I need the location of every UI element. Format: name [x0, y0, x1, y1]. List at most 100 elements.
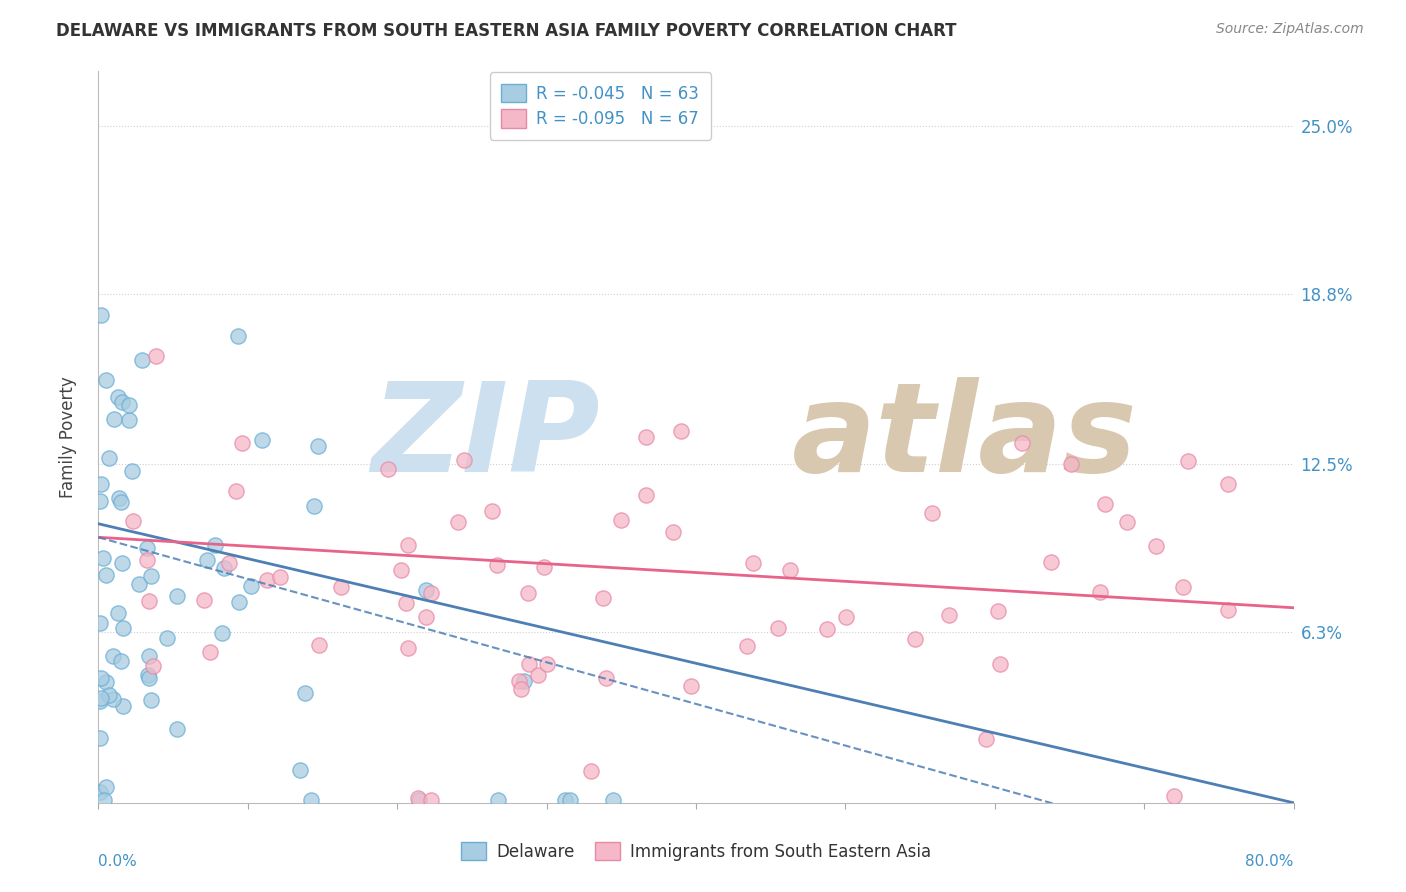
Point [987, 604, 1010, 618]
Point [231, 436, 253, 450]
Point [89, 785, 111, 799]
Point [395, 596, 418, 610]
Point [1115, 516, 1137, 530]
Point [486, 793, 509, 807]
Point [139, 569, 162, 583]
Point [197, 553, 219, 567]
Point [415, 583, 437, 598]
Point [166, 723, 188, 737]
Point [420, 586, 443, 600]
Point [226, 329, 249, 343]
Point [1144, 540, 1167, 554]
Point [453, 452, 475, 467]
Point [766, 621, 789, 635]
Point [741, 557, 763, 571]
Point [516, 586, 538, 600]
Point [138, 594, 160, 608]
Point [481, 504, 503, 518]
Point [735, 639, 758, 653]
Point [193, 592, 215, 607]
Point [138, 648, 160, 663]
Text: DELAWARE VS IMMIGRANTS FROM SOUTH EASTERN ASIA FAMILY POVERTY CORRELATION CHART: DELAWARE VS IMMIGRANTS FROM SOUTH EASTER… [56, 22, 956, 40]
Point [256, 573, 278, 587]
Point [485, 558, 508, 572]
Point [681, 679, 703, 693]
Point [110, 654, 132, 668]
Point [94, 373, 117, 387]
Point [1094, 497, 1116, 511]
Point [636, 430, 658, 444]
Point [97, 688, 120, 702]
Point [128, 577, 150, 591]
Point [212, 560, 235, 574]
Point [1088, 584, 1111, 599]
Point [377, 461, 399, 475]
Point [904, 632, 927, 647]
Point [447, 515, 470, 529]
Y-axis label: Family Poverty: Family Poverty [59, 376, 77, 498]
Point [536, 657, 558, 671]
Point [299, 793, 322, 807]
Point [592, 591, 614, 606]
Point [560, 793, 582, 807]
Point [1218, 477, 1240, 491]
Point [921, 506, 943, 520]
Point [1177, 454, 1199, 468]
Point [118, 413, 141, 427]
Point [294, 686, 316, 700]
Point [329, 580, 352, 594]
Point [94, 780, 117, 795]
Point [90, 309, 112, 323]
Text: Source: ZipAtlas.com: Source: ZipAtlas.com [1216, 22, 1364, 37]
Point [269, 569, 291, 583]
Point [139, 692, 162, 706]
Point [103, 411, 125, 425]
Point [107, 391, 129, 405]
Point [988, 657, 1011, 671]
Point [103, 692, 125, 706]
Point [89, 616, 111, 631]
Point [107, 606, 129, 620]
Point [508, 674, 530, 689]
Point [533, 559, 555, 574]
Point [396, 641, 419, 656]
Point [408, 790, 430, 805]
Point [228, 595, 250, 609]
Point [1060, 457, 1083, 471]
Point [636, 488, 658, 502]
Point [112, 699, 135, 714]
Point [510, 682, 533, 697]
Point [527, 668, 550, 682]
Point [779, 563, 801, 577]
Point [94, 675, 117, 690]
Point [96, 568, 118, 582]
Point [218, 556, 240, 570]
Point [131, 353, 153, 368]
Point [974, 731, 997, 746]
Point [290, 764, 312, 778]
Point [107, 491, 129, 506]
Point [121, 514, 143, 528]
Point [554, 793, 576, 807]
Point [1011, 435, 1033, 450]
Point [517, 657, 540, 672]
Text: atlas: atlas [792, 376, 1137, 498]
Point [89, 731, 111, 746]
Point [135, 541, 157, 555]
Point [101, 648, 124, 663]
Point [138, 671, 160, 685]
Point [389, 563, 412, 577]
Point [415, 610, 437, 624]
Point [211, 626, 233, 640]
Point [118, 398, 141, 412]
Point [408, 793, 430, 807]
Point [602, 793, 624, 807]
Point [89, 494, 111, 508]
Point [1163, 789, 1185, 804]
Point [307, 439, 329, 453]
Point [145, 349, 167, 363]
Point [815, 622, 838, 636]
Point [1040, 555, 1063, 569]
Point [1171, 580, 1194, 594]
Text: ZIP: ZIP [371, 376, 600, 498]
